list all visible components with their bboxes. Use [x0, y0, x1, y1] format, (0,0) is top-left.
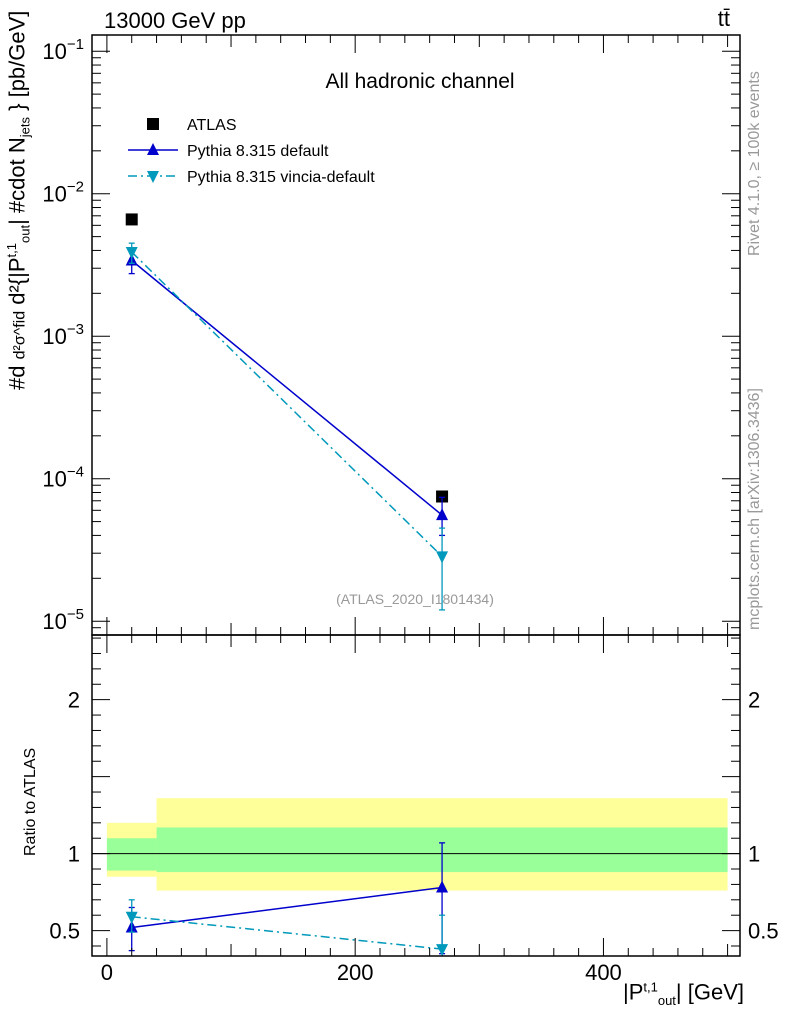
ylabel-fraction-top: d²σ^fid: [11, 310, 29, 360]
main-y-axis-label: #d d²σ^fid d²{|Pt,1out| #cdot Njets } [p…: [4, 11, 33, 390]
ratio-y-tick-label-right-0: 0.5: [748, 919, 779, 944]
main-y-tick-label-3: 10−4: [42, 464, 84, 492]
ylabel-denominator: d²{|P: [4, 257, 30, 305]
main-y-tick-label-1: 10−2: [42, 179, 84, 207]
x-tick-label-2: 400: [585, 960, 622, 985]
main-pythia-8-315-vincia-default-point: [436, 551, 449, 564]
legend-atlas-marker: [147, 118, 159, 130]
ratio-pythia-8-315-vincia-default-point: [436, 944, 449, 956]
ratio-pythia-8-315-vincia-default-line: [131, 915, 443, 950]
ylabel-suffix: } [pb/GeV]: [4, 10, 30, 111]
main-atlas-point: [436, 490, 449, 503]
x-tick-label-0: 0: [101, 960, 113, 985]
ratio-pythia-8-315-vincia-default-point: [125, 911, 138, 924]
legend-pythia-8-315-default-label: Pythia 8.315 default: [187, 143, 329, 160]
legend-pythia-8-315-default-marker: [147, 143, 159, 155]
plot-title: All hadronic channel: [325, 70, 514, 93]
main-pythia-8-315-vincia-default-point: [125, 246, 138, 259]
ylabel-prefix: #d: [4, 365, 30, 390]
ratio-y-tick-label-left-2: 2: [68, 688, 80, 713]
legend-pythia-8-315-vincia-default-marker: [147, 171, 159, 183]
ratio-pythia-8-315-default-line: [131, 886, 443, 929]
process-label: tt̄: [717, 6, 730, 31]
ratio-y-tick-label-left-0: 0.5: [49, 919, 80, 944]
ratio-pythia-8-315-default-point: [436, 880, 449, 893]
mcplots-label: mcplots.cern.ch [arXiv:1306.3436]: [746, 388, 763, 630]
ratio-y-axis-label: Ratio to ATLAS: [22, 747, 39, 856]
ylabel-sup: t,1: [4, 242, 19, 258]
main-y-tick-label-2: 10−3: [42, 321, 84, 349]
ratio-plot-frame: [91, 634, 741, 957]
xlabel-suffix: | [GeV]: [675, 979, 744, 1005]
xlabel-main: |P: [622, 979, 644, 1005]
main-pythia-8-315-vincia-default-line: [131, 251, 443, 557]
analysis-watermark: (ATLAS_2020_I1801434): [336, 591, 494, 607]
rivet-version-label: Rivet 4.1.0, ≥ 100k events: [746, 71, 763, 256]
ratio-y-tick-label-right-2: 2: [748, 688, 760, 713]
xlabel-sup: t,1: [643, 979, 658, 995]
main-pythia-8-315-default-line: [131, 259, 443, 516]
legend-atlas-label: ATLAS: [187, 117, 237, 134]
x-axis-label: |Pt,1out| [GeV]: [623, 979, 744, 1008]
main-atlas-point: [125, 213, 138, 226]
ylabel-mid: | #cdot N: [4, 137, 30, 225]
ratio-y-tick-label-left-1: 1: [68, 842, 80, 867]
ratio-y-tick-label-right-1: 1: [748, 842, 760, 867]
energy-label: 13000 GeV pp: [104, 8, 246, 33]
xlabel-sub: out: [657, 993, 676, 1008]
legend-pythia-8-315-vincia-default-label: Pythia 8.315 vincia-default: [187, 169, 375, 186]
main-y-tick-label-0: 10−1: [42, 36, 84, 64]
x-tick-label-1: 200: [337, 960, 374, 985]
main-pythia-8-315-default-point: [436, 508, 449, 521]
ylabel-sub2: jets: [17, 117, 33, 138]
main-y-tick-label-4: 10−5: [42, 606, 84, 634]
legend: ATLAS Pythia 8.315 default Pythia 8.315 vi…: [128, 117, 375, 186]
ylabel-sub: out: [17, 224, 33, 243]
stat-uncertainty-band-0: [106, 838, 157, 871]
